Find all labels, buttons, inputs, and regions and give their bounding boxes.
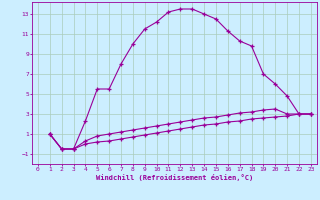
X-axis label: Windchill (Refroidissement éolien,°C): Windchill (Refroidissement éolien,°C) [96,174,253,181]
